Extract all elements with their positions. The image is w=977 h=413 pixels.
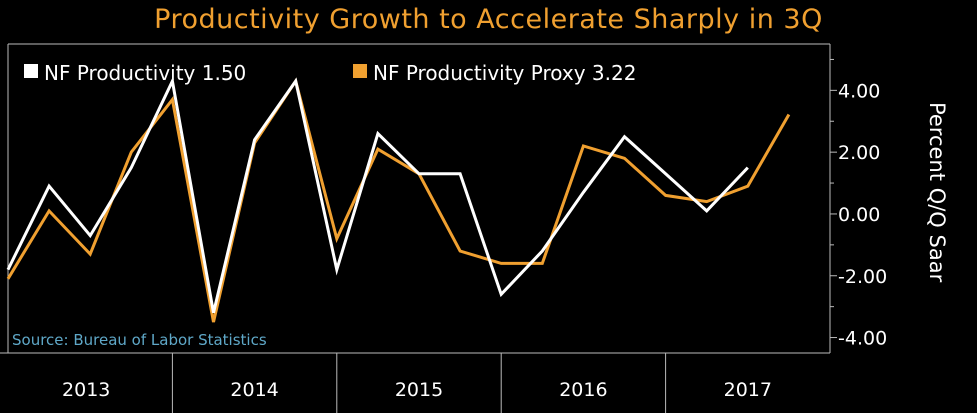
x-tick-label-2015: 2015 [395, 379, 443, 401]
legend-label-nf-productivity: NF Productivity 1.50 [44, 61, 246, 85]
legend: NF Productivity 1.50 NF Productivity Pro… [24, 61, 636, 85]
chart-title: Productivity Growth to Accelerate Sharpl… [154, 4, 823, 35]
legend-swatch-nf-productivity [24, 64, 38, 78]
y-tick-label: 4.00 [838, 80, 880, 102]
source-note: Source: Bureau of Labor Statistics [12, 331, 267, 349]
y-tick-label: -2.00 [838, 266, 887, 288]
x-tick-label-2014: 2014 [230, 379, 278, 401]
y-axis-label: Percent Q/Q Saar [925, 102, 949, 283]
x-tick-label-2016: 2016 [559, 379, 607, 401]
series-lines [6, 76, 791, 323]
x-tick-label-2013: 2013 [62, 379, 110, 401]
y-axis-ticks: 4.00 2.00 0.00 -2.00 -4.00 [830, 58, 887, 350]
series-line-nf-productivity-proxy [6, 77, 791, 323]
y-tick-label: -4.00 [838, 328, 887, 350]
x-axis-year-labels: 2013 2014 2015 2016 2017 [62, 379, 772, 401]
x-tick-label-2017: 2017 [724, 379, 772, 401]
legend-swatch-nf-productivity-proxy [353, 64, 367, 78]
y-tick-label: 2.00 [838, 142, 880, 164]
year-dividers [171, 353, 667, 413]
y-tick-label: 0.00 [838, 204, 880, 226]
series-line-nf-productivity [6, 76, 749, 314]
legend-label-nf-productivity-proxy: NF Productivity Proxy 3.22 [373, 61, 636, 85]
